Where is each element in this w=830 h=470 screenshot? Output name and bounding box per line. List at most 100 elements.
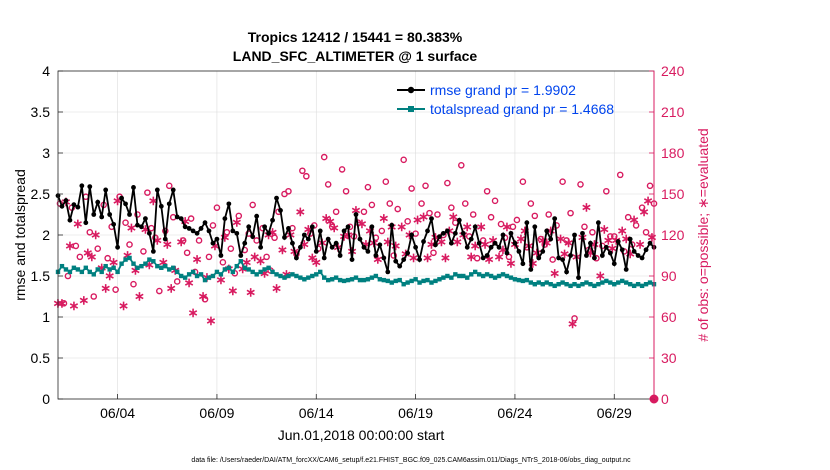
evaluated-obs-marker: ∗ bbox=[96, 260, 107, 275]
possible-obs-marker bbox=[386, 200, 394, 207]
possible-obs-marker bbox=[263, 253, 270, 261]
spread-marker bbox=[254, 272, 259, 277]
evaluated-obs-marker: ∗ bbox=[378, 211, 389, 226]
evaluated-obs-marker: ∗ bbox=[192, 252, 203, 267]
evaluated-obs-marker: ∗ bbox=[599, 222, 610, 237]
rmse-marker bbox=[520, 261, 526, 267]
spread-marker bbox=[512, 277, 518, 282]
rmse-marker bbox=[206, 228, 212, 234]
spread-marker bbox=[75, 267, 81, 272]
spread-marker bbox=[528, 280, 534, 285]
evaluated-obs-marker: ∗ bbox=[311, 254, 322, 269]
possible-obs-marker bbox=[610, 233, 618, 240]
possible-obs-marker bbox=[473, 254, 481, 262]
spread-marker bbox=[302, 277, 307, 282]
evaluated-obs-marker: ∗ bbox=[559, 246, 570, 261]
rmse-marker bbox=[218, 253, 224, 258]
y-left-tick-label: 3.5 bbox=[31, 104, 51, 120]
evaluated-obs-marker: ∗ bbox=[271, 280, 282, 295]
spread-marker bbox=[596, 282, 601, 287]
possible-obs-marker bbox=[173, 278, 181, 285]
rmse-marker bbox=[592, 255, 597, 261]
rmse-marker bbox=[405, 250, 411, 256]
spread-marker bbox=[532, 282, 537, 287]
spread-marker bbox=[242, 265, 247, 270]
evaluated-obs-marker: ∗ bbox=[104, 268, 115, 283]
spread-marker bbox=[584, 280, 589, 285]
rmse-marker bbox=[492, 240, 498, 246]
rmse-marker bbox=[421, 239, 426, 244]
possible-obs-marker bbox=[616, 171, 624, 179]
evaluated-obs-marker: ∗ bbox=[130, 263, 141, 278]
rmse-marker bbox=[345, 224, 351, 230]
spread-marker bbox=[325, 277, 331, 283]
possible-obs-marker bbox=[537, 235, 545, 243]
evaluated-obs-marker: ∗ bbox=[629, 212, 640, 227]
rmse-marker bbox=[572, 232, 577, 238]
spread-marker bbox=[421, 278, 426, 284]
legend-spread-label: totalspread grand pr = 1.4668 bbox=[430, 101, 614, 117]
rmse-marker bbox=[452, 230, 458, 236]
rmse-marker bbox=[456, 217, 462, 223]
spread-marker bbox=[107, 267, 112, 272]
chart-title: Tropics 12412 / 15441 = 80.383% bbox=[248, 29, 463, 45]
spread-marker bbox=[413, 277, 418, 282]
rmse-marker bbox=[301, 232, 307, 238]
spread-marker bbox=[278, 273, 283, 279]
possible-obs-marker bbox=[328, 223, 336, 231]
spread-marker bbox=[496, 273, 502, 279]
spread-marker bbox=[79, 269, 85, 275]
spread-marker bbox=[373, 273, 379, 279]
spread-marker bbox=[647, 280, 653, 285]
rmse-marker bbox=[357, 236, 363, 242]
rmse-marker bbox=[603, 244, 609, 250]
spread-marker bbox=[457, 273, 462, 279]
possible-obs-marker bbox=[320, 153, 328, 161]
evaluated-obs-marker: ∗ bbox=[541, 235, 552, 250]
evaluated-obs-marker: ∗ bbox=[643, 193, 654, 208]
rmse-marker bbox=[413, 244, 418, 250]
spread-marker bbox=[508, 275, 514, 280]
evaluated-obs-marker: ∗ bbox=[527, 256, 538, 271]
evaluated-obs-marker: ∗ bbox=[162, 237, 173, 252]
spread-marker bbox=[580, 282, 585, 287]
y-left-tick-label: 2 bbox=[42, 227, 50, 243]
spread-marker bbox=[167, 267, 172, 272]
possible-obs-marker bbox=[646, 182, 654, 190]
possible-obs-marker bbox=[342, 187, 350, 195]
possible-obs-marker bbox=[271, 234, 278, 242]
spread-marker bbox=[357, 277, 363, 283]
spread-marker bbox=[258, 269, 263, 275]
rmse-marker bbox=[484, 253, 490, 258]
evaluated-obs-marker: ∗ bbox=[549, 265, 560, 280]
y-axis-label-right: # of obs: o=possible; ∗=evaluated bbox=[695, 128, 711, 341]
evaluated-obs-marker: ∗ bbox=[112, 193, 123, 208]
spread-marker bbox=[171, 265, 176, 270]
evaluated-obs-marker: ∗ bbox=[100, 280, 111, 295]
spread-marker bbox=[520, 278, 526, 284]
evaluated-obs-marker: ∗ bbox=[639, 204, 650, 219]
spread-marker bbox=[262, 267, 267, 272]
possible-obs-marker bbox=[479, 237, 487, 244]
rmse-marker bbox=[79, 183, 85, 189]
evaluated-obs-marker: ∗ bbox=[227, 283, 238, 298]
spread-marker bbox=[516, 277, 522, 283]
rmse-marker bbox=[500, 232, 506, 238]
spread-marker bbox=[449, 275, 454, 280]
spread-marker bbox=[178, 273, 184, 279]
rmse-marker bbox=[150, 249, 156, 254]
possible-obs-marker bbox=[394, 205, 402, 213]
possible-obs-marker bbox=[563, 237, 570, 244]
spread-marker bbox=[548, 282, 553, 287]
rmse-marker bbox=[595, 220, 601, 226]
evaluated-obs-marker: ∗ bbox=[122, 248, 133, 263]
rmse-marker bbox=[540, 249, 546, 254]
evaluated-obs-marker: ∗ bbox=[545, 223, 556, 238]
possible-obs-marker bbox=[382, 178, 390, 185]
rmse-marker bbox=[174, 214, 180, 220]
possible-obs-marker bbox=[126, 241, 133, 248]
evaluated-obs-marker: ∗ bbox=[329, 220, 340, 235]
rmse-marker bbox=[409, 232, 415, 238]
spread-marker bbox=[385, 278, 390, 284]
possible-obs-marker bbox=[104, 254, 111, 262]
